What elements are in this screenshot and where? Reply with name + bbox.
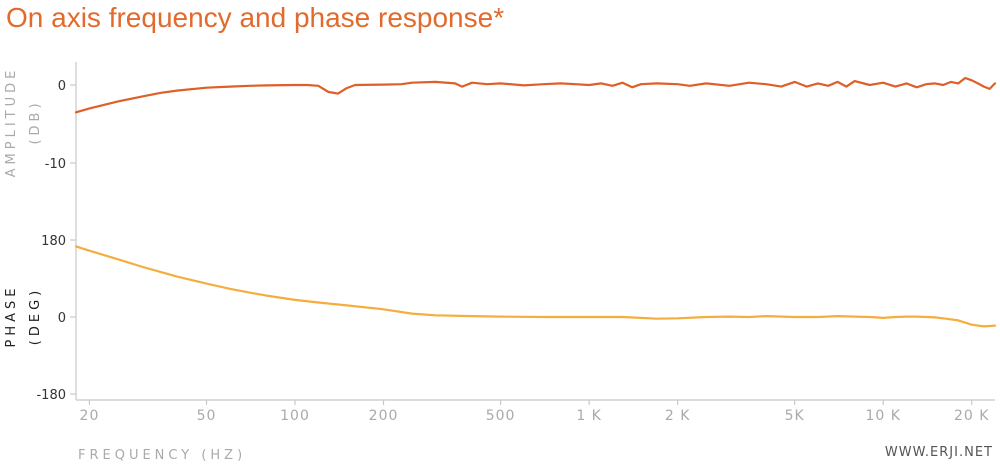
x-axis-title: FREQUENCY (HZ) (78, 448, 246, 463)
amplitude-tick-label: -10 (45, 157, 66, 172)
amplitude-axis-title: AMPLITUDE (DB) (4, 67, 43, 178)
phase-axis-title-line: PHASE (4, 285, 19, 348)
x-tick-label: 2 K (665, 408, 691, 424)
x-tick-label: 500 (486, 408, 516, 424)
x-tick-label: 20 (80, 408, 100, 424)
x-tick-label: 100 (280, 408, 310, 424)
phase-series-line (74, 245, 997, 328)
x-tick-label: 50 (197, 408, 217, 424)
watermark: WWW.ERJI.NET (885, 445, 993, 460)
phase-tick-label: -180 (36, 388, 66, 403)
x-tick-label: 10 K (865, 408, 900, 424)
phase-tick-label: 180 (41, 234, 66, 249)
x-tick-label: 200 (369, 408, 399, 424)
amplitude-axis-title-line: AMPLITUDE (4, 67, 19, 178)
x-tick-label: 5K (785, 408, 805, 424)
phase-tick-label: 0 (58, 311, 66, 326)
phase-axis-title: PHASE (DEG) (4, 285, 43, 348)
amplitude-axis-title-line: (DB) (28, 99, 43, 144)
phase-axis-title-line: (DEG) (28, 287, 43, 345)
chart-title: On axis frequency and phase response* (6, 2, 505, 33)
amplitude-tick-label: 0 (58, 79, 66, 94)
axes-layer (70, 62, 995, 405)
x-tick-label: 1 K (576, 408, 602, 424)
amplitude-series-line (74, 76, 997, 114)
labels-layer: 0 -10 180 0 -180 20 50 100 200 500 1 K 2 K 5K 10 K 20 … (4, 67, 993, 463)
lines-layer (74, 76, 997, 328)
x-tick-label: 20 K (954, 408, 989, 424)
